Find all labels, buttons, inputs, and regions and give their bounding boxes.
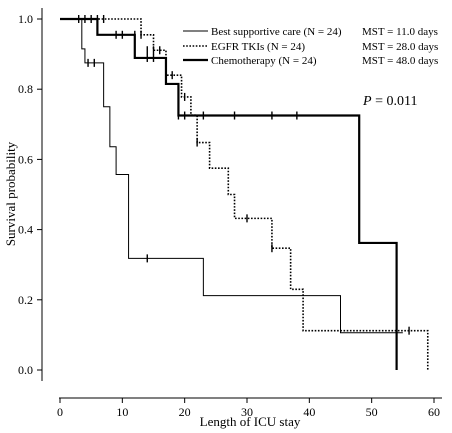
legend-mst-label: MST = 48.0 days — [362, 55, 438, 67]
legend-mst-label: MST = 28.0 days — [362, 41, 438, 53]
x-tick-label: 0 — [57, 405, 63, 419]
y-axis-label: Survival probability — [3, 141, 18, 246]
legend-mst-label: MST = 11.0 days — [362, 26, 438, 38]
legend-series-label: Chemotherapy (N = 24) — [211, 55, 317, 67]
x-tick-label: 20 — [179, 405, 191, 419]
x-axis-label: Length of ICU stay — [200, 414, 301, 429]
y-tick-label: 0.4 — [18, 223, 33, 237]
y-tick-label: 0.0 — [18, 363, 33, 377]
survival-curve-1 — [60, 18, 403, 334]
y-ticks: 0.0 0.2 0.4 0.6 0.8 1.0 — [18, 12, 42, 377]
p-value-symbol: P — [362, 94, 372, 109]
x-tick-label: 50 — [366, 405, 378, 419]
survival-curve-2 — [60, 18, 429, 370]
legend: Best supportive care (N = 24) MST = 11.0 … — [183, 26, 438, 67]
x-tick-label: 30 — [241, 405, 253, 419]
survival-curves — [60, 17, 429, 370]
y-tick-label: 0.8 — [18, 82, 33, 96]
y-tick-label: 0.6 — [18, 152, 33, 166]
p-value-annotation: P = 0.011 — [362, 94, 417, 109]
legend-series-label: EGFR TKIs (N = 24) — [211, 41, 305, 53]
y-tick-label: 1.0 — [18, 12, 33, 26]
x-ticks: 0 10 20 30 40 50 60 — [57, 398, 440, 419]
survival-curve-3 — [60, 17, 398, 370]
y-tick-label: 0.2 — [18, 293, 33, 307]
x-tick-label: 40 — [303, 405, 315, 419]
p-value-text: = 0.011 — [372, 94, 418, 109]
x-tick-label: 10 — [116, 405, 128, 419]
censor-marks — [77, 15, 410, 335]
x-tick-label: 60 — [428, 405, 440, 419]
legend-series-label: Best supportive care (N = 24) — [211, 26, 342, 38]
